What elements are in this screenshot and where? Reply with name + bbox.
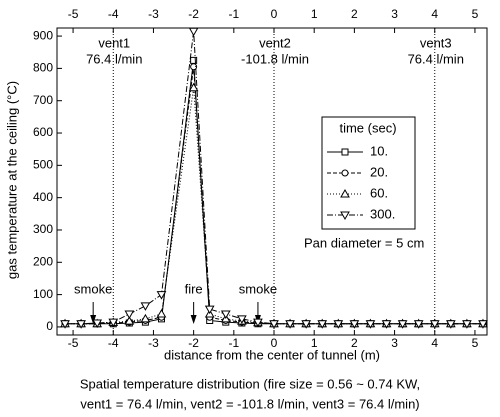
data-point — [60, 320, 70, 329]
data-point — [108, 318, 119, 328]
data-point — [341, 148, 349, 156]
data-point — [156, 308, 167, 318]
data-point — [381, 320, 392, 329]
data-point — [285, 320, 295, 329]
vent-flow: 76.4 l/min — [408, 51, 464, 66]
vent-flow: -101.8 l/min — [241, 51, 309, 66]
data-point — [124, 316, 135, 325]
legend-label: 20. — [370, 164, 388, 179]
data-point — [269, 320, 279, 329]
y-tick-label: 900 — [33, 28, 53, 42]
x-tick-label: 4 — [431, 336, 438, 350]
x-tick-label: -5 — [68, 336, 79, 350]
data-point — [188, 82, 199, 92]
y-tick-label: 700 — [33, 93, 53, 107]
series-line — [65, 31, 483, 325]
arrow-label: smoke — [239, 281, 277, 296]
x-tick-label: 5 — [472, 336, 479, 350]
y-tick-label: 100 — [33, 287, 53, 301]
arrow-label: fire — [185, 281, 203, 296]
data-point — [190, 63, 198, 71]
data-point — [236, 315, 247, 324]
vent-flow: 76.4 l/min — [86, 51, 142, 66]
data-point — [478, 320, 488, 329]
data-point — [445, 320, 456, 329]
caption: Spatial temperature distribution (fire s… — [80, 376, 420, 391]
y-tick-label: 300 — [33, 222, 53, 236]
data-point — [140, 302, 151, 311]
data-point — [124, 310, 135, 320]
data-point — [340, 188, 350, 198]
plot-frame — [56, 27, 488, 336]
x-tick-label-top: -1 — [228, 7, 239, 21]
data-point — [301, 320, 312, 329]
note: Pan diameter = 5 cm — [304, 235, 424, 250]
x-tick-label-top: 1 — [311, 7, 318, 21]
y-axis-label: gas temperature at the ceiling (°C) — [4, 81, 19, 279]
data-point — [333, 320, 344, 329]
data-point — [462, 320, 472, 329]
x-tick-label-top: 0 — [271, 7, 278, 21]
data-point — [188, 27, 199, 37]
data-point — [413, 320, 424, 329]
legend-box — [321, 116, 416, 230]
x-tick-label-top: 3 — [391, 7, 398, 21]
y-tick-label: 600 — [33, 125, 53, 139]
x-tick-label-top: -4 — [108, 7, 119, 21]
x-tick-label: 0 — [271, 336, 278, 350]
vent-name: vent1 — [98, 35, 130, 50]
legend-label: 60. — [370, 185, 388, 200]
x-tick-label: 3 — [391, 336, 398, 350]
data-point — [92, 319, 103, 329]
data-point — [140, 313, 151, 323]
data-point — [365, 320, 376, 329]
arrow-head — [90, 315, 97, 324]
x-tick-label: -1 — [228, 336, 239, 350]
x-axis-label: distance from the center of tunnel (m) — [164, 347, 380, 362]
data-point — [341, 169, 349, 177]
data-point — [220, 310, 231, 320]
y-tick-label: 200 — [33, 254, 53, 268]
arrow-head — [190, 315, 197, 324]
x-tick-label-top: 5 — [472, 7, 479, 21]
legend-label: 10. — [370, 143, 388, 158]
data-point — [349, 320, 360, 329]
legend-title: time (sec) — [339, 120, 396, 135]
arrow-label: smoke — [74, 281, 112, 296]
y-tick-label: 500 — [33, 158, 53, 172]
vent-name: vent3 — [420, 35, 452, 50]
data-point — [340, 211, 350, 221]
data-point — [156, 291, 167, 300]
x-tick-label: -4 — [108, 336, 119, 350]
caption: vent1 = 76.4 l/min, vent2 = -101.8 l/min… — [80, 396, 419, 411]
x-tick-label: 2 — [351, 336, 358, 350]
x-tick-label-top: -5 — [68, 7, 79, 21]
data-point — [317, 320, 328, 329]
data-point — [397, 320, 408, 329]
x-tick-label-top: 2 — [351, 7, 358, 21]
data-point — [429, 320, 440, 329]
x-tick-label: 1 — [311, 336, 318, 350]
legend-label: 300. — [370, 206, 395, 221]
x-tick-label: -2 — [188, 336, 199, 350]
y-tick-label: 800 — [33, 61, 53, 75]
x-tick-label-top: -3 — [148, 7, 159, 21]
data-point — [204, 305, 215, 315]
data-point — [76, 320, 86, 329]
x-tick-label-top: -2 — [188, 7, 199, 21]
y-tick-label: 400 — [33, 190, 53, 204]
x-tick-label: -3 — [148, 336, 159, 350]
data-point — [253, 318, 263, 328]
vent-name: vent2 — [259, 35, 291, 50]
y-tick-label: 0 — [46, 319, 53, 333]
x-tick-label-top: 4 — [431, 7, 438, 21]
